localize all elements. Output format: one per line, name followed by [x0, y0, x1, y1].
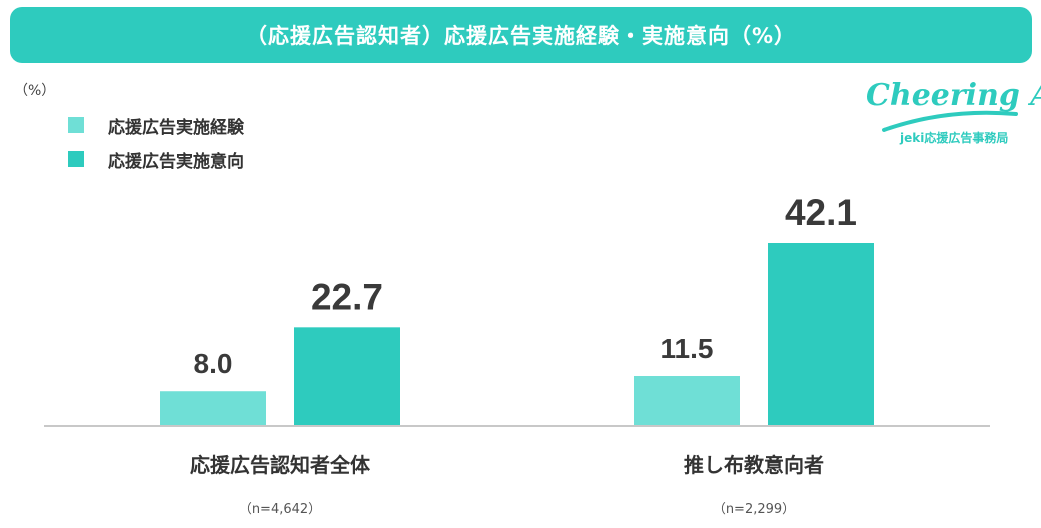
bar-experience-0	[160, 391, 266, 426]
legend-item-intention: 応援広告実施意向	[68, 142, 244, 176]
data-label-experience-1: 11.5	[661, 333, 714, 364]
bar-intention-1	[768, 243, 874, 426]
legend-item-experience: 応援広告実施経験	[68, 108, 244, 142]
chart-title: （応援広告認知者）応援広告実施経験・実施意向（%）	[245, 24, 797, 48]
data-label-experience-0: 8.0	[194, 348, 233, 379]
data-label-intention-1: 42.1	[785, 192, 857, 233]
unit-label: （%）	[14, 83, 56, 99]
cheering-ad-logo: Cheering AD jeki応援広告事務局	[866, 78, 1041, 148]
chart-title-banner: （応援広告認知者）応援広告実施経験・実施意向（%）	[10, 7, 1032, 63]
chart-marks: 8.0 22.7 応援広告認知者全体 （n=4,642） 11.5 42.1 推し布教意向者…	[160, 192, 874, 517]
category-label-1: 推し布教意向者	[684, 453, 824, 477]
legend-swatch-experience	[68, 117, 84, 133]
legend-label-experience: 応援広告実施経験	[108, 117, 244, 138]
data-label-intention-0: 22.7	[311, 276, 383, 317]
bar-experience-1	[634, 376, 740, 426]
logo-wordmark: Cheering AD	[866, 78, 1041, 113]
logo-swoosh	[882, 110, 1018, 132]
legend-label-intention: 応援広告実施意向	[108, 151, 244, 172]
category-label-0: 応援広告認知者全体	[190, 453, 371, 477]
legend-swatch-intention	[68, 151, 84, 167]
bar-intention-0	[294, 327, 400, 426]
legend: 応援広告実施経験 応援広告実施意向	[68, 108, 244, 176]
sample-size-label-0: （n=4,642）	[239, 502, 321, 517]
logo-subtitle: jeki応援広告事務局	[900, 131, 1009, 145]
sample-size-label-1: （n=2,299）	[713, 502, 795, 517]
